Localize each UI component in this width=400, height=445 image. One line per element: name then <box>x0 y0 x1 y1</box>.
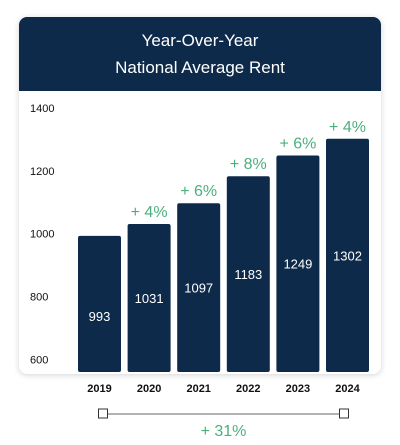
bar-2023 <box>276 155 320 372</box>
yoy-change-label: + 4% <box>131 204 168 221</box>
bar-2020 <box>127 223 171 372</box>
bar-2022 <box>226 176 270 372</box>
y-tick-label: 1200 <box>30 166 54 178</box>
yoy-change-label: + 6% <box>279 135 316 152</box>
bar-2021 <box>177 203 221 372</box>
chart-title: Year-Over-Year <box>141 31 259 50</box>
x-tick-label: 2022 <box>236 383 260 395</box>
total-change-label: + 31% <box>201 423 247 440</box>
yoy-change-label: + 8% <box>230 156 267 173</box>
x-tick-label: 2021 <box>186 383 210 395</box>
bar-value-label: 1097 <box>184 281 213 296</box>
chart-subtitle: National Average Rent <box>115 58 285 77</box>
bar-value-label: 1249 <box>283 257 312 272</box>
x-tick-label: 2020 <box>137 383 161 395</box>
chart-header: Year-Over-Year National Average Rent <box>19 17 381 91</box>
bar-2019 <box>78 235 121 372</box>
yoy-change-label: + 6% <box>180 183 217 200</box>
x-tick-label: 2019 <box>87 383 111 395</box>
total-change-start-marker <box>98 408 108 419</box>
x-tick-label: 2023 <box>286 383 310 395</box>
y-tick-label: 1000 <box>30 229 54 241</box>
bar-value-label: 1031 <box>135 291 164 306</box>
yoy-change-label: + 4% <box>329 119 366 136</box>
bar-value-label: 1183 <box>234 267 262 282</box>
bar-value-label: 993 <box>89 309 111 324</box>
total-change-end-marker <box>339 408 349 419</box>
bar-value-label: 1302 <box>333 248 362 263</box>
x-tick-label: 2024 <box>335 383 360 395</box>
y-tick-label: 1400 <box>30 103 54 115</box>
y-tick-label: 800 <box>30 292 48 304</box>
y-tick-label: 600 <box>30 354 48 366</box>
bar-2024 <box>326 138 369 372</box>
